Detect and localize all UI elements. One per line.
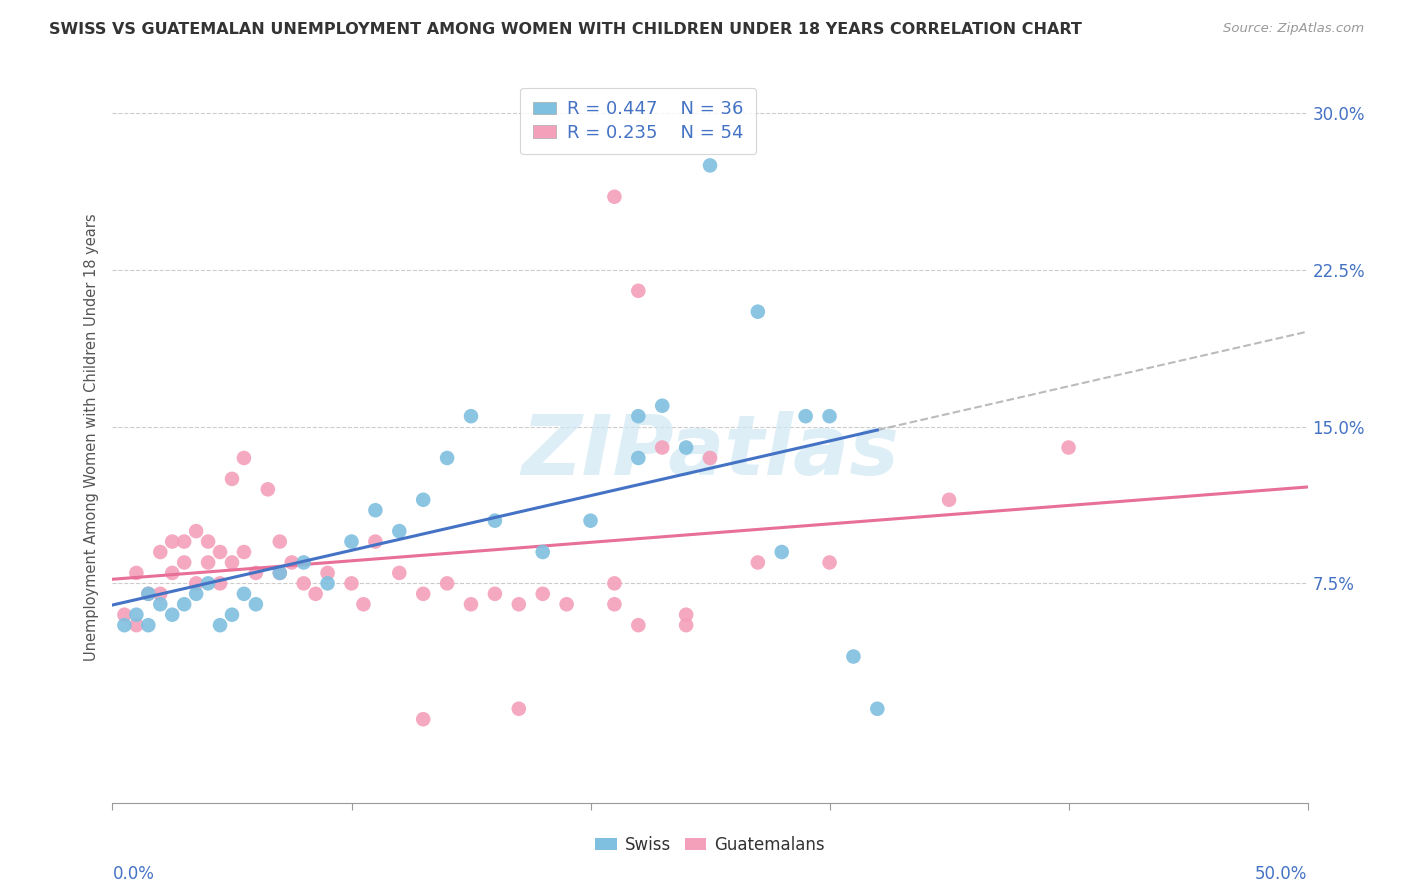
- Point: [938, 492, 960, 507]
- Point: [508, 597, 530, 611]
- Point: [125, 618, 148, 632]
- Point: [292, 556, 315, 570]
- Point: [364, 503, 387, 517]
- Point: [114, 618, 135, 632]
- Point: [770, 545, 793, 559]
- Point: [197, 556, 219, 570]
- Point: [699, 450, 721, 465]
- Point: [353, 597, 375, 611]
- Point: [221, 556, 243, 570]
- Point: [340, 534, 363, 549]
- Point: [627, 618, 650, 632]
- Text: Source: ZipAtlas.com: Source: ZipAtlas.com: [1223, 22, 1364, 36]
- Point: [162, 566, 183, 580]
- Point: [866, 702, 889, 716]
- Point: [233, 450, 256, 465]
- Point: [186, 587, 208, 601]
- Point: [269, 566, 291, 580]
- Point: [149, 587, 172, 601]
- Point: [484, 514, 506, 528]
- Point: [316, 566, 339, 580]
- Point: [747, 556, 769, 570]
- Point: [138, 587, 160, 601]
- Point: [675, 618, 697, 632]
- Point: [245, 597, 267, 611]
- Point: [388, 566, 411, 580]
- Point: [627, 409, 650, 424]
- Point: [269, 566, 291, 580]
- Point: [340, 576, 363, 591]
- Point: [699, 158, 721, 172]
- Point: [233, 587, 256, 601]
- Y-axis label: Unemployment Among Women with Children Under 18 years: Unemployment Among Women with Children U…: [83, 213, 98, 661]
- Point: [138, 618, 160, 632]
- Point: [818, 556, 841, 570]
- Point: [281, 556, 304, 570]
- Point: [209, 545, 232, 559]
- Point: [292, 576, 315, 591]
- Point: [531, 545, 554, 559]
- Point: [627, 450, 650, 465]
- Point: [186, 576, 208, 591]
- Point: [138, 587, 160, 601]
- Point: [173, 534, 195, 549]
- Point: [412, 712, 434, 726]
- Point: [579, 514, 602, 528]
- Point: [162, 534, 183, 549]
- Point: [245, 566, 267, 580]
- Point: [412, 587, 434, 601]
- Point: [675, 441, 697, 455]
- Point: [555, 597, 578, 611]
- Point: [794, 409, 817, 424]
- Text: SWISS VS GUATEMALAN UNEMPLOYMENT AMONG WOMEN WITH CHILDREN UNDER 18 YEARS CORREL: SWISS VS GUATEMALAN UNEMPLOYMENT AMONG W…: [49, 22, 1083, 37]
- Point: [197, 576, 219, 591]
- Point: [747, 304, 769, 318]
- Point: [651, 399, 673, 413]
- Point: [162, 607, 183, 622]
- Point: [388, 524, 411, 538]
- Text: ZIPatlas: ZIPatlas: [522, 411, 898, 492]
- Point: [233, 545, 256, 559]
- Point: [149, 597, 172, 611]
- Point: [125, 566, 148, 580]
- Point: [269, 534, 291, 549]
- Point: [508, 702, 530, 716]
- Point: [364, 534, 387, 549]
- Point: [603, 597, 626, 611]
- Point: [842, 649, 865, 664]
- Point: [818, 409, 841, 424]
- Point: [412, 492, 434, 507]
- Point: [173, 556, 195, 570]
- Point: [114, 607, 135, 622]
- Point: [186, 524, 208, 538]
- Point: [149, 545, 172, 559]
- Point: [460, 597, 482, 611]
- Point: [460, 409, 482, 424]
- Point: [221, 607, 243, 622]
- Point: [197, 534, 219, 549]
- Point: [209, 618, 232, 632]
- Point: [603, 190, 626, 204]
- Point: [257, 483, 280, 497]
- Point: [1057, 441, 1080, 455]
- Point: [651, 441, 673, 455]
- Point: [603, 576, 626, 591]
- Text: 0.0%: 0.0%: [112, 865, 155, 883]
- Point: [221, 472, 243, 486]
- Point: [173, 597, 195, 611]
- Point: [125, 607, 148, 622]
- Point: [316, 576, 339, 591]
- Point: [484, 587, 506, 601]
- Text: 50.0%: 50.0%: [1256, 865, 1308, 883]
- Point: [209, 576, 232, 591]
- Point: [627, 284, 650, 298]
- Legend: Swiss, Guatemalans: Swiss, Guatemalans: [588, 829, 832, 860]
- Point: [436, 450, 458, 465]
- Point: [675, 607, 697, 622]
- Point: [305, 587, 328, 601]
- Point: [436, 576, 458, 591]
- Point: [531, 587, 554, 601]
